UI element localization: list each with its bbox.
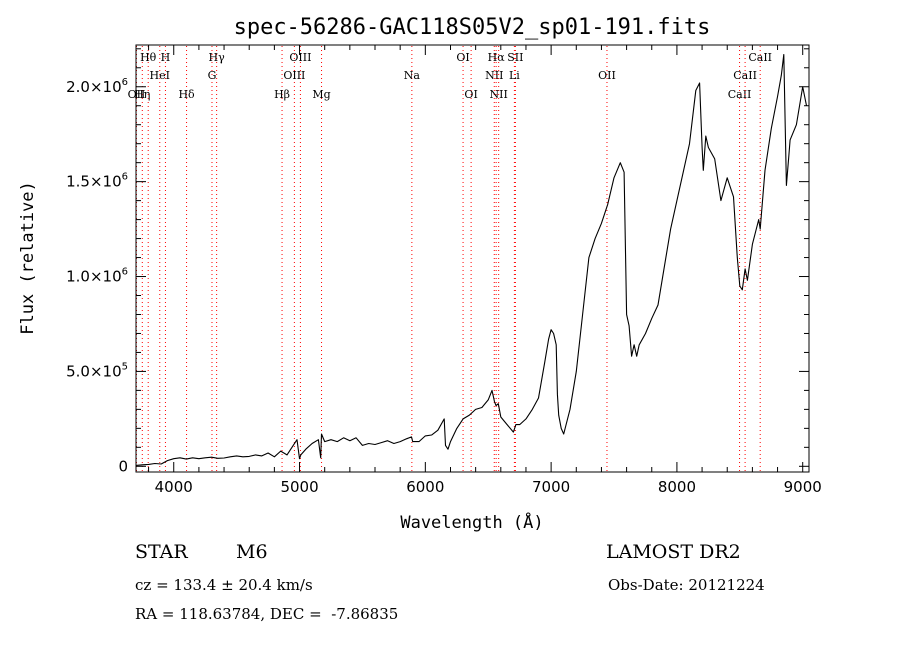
y-tick-label: 1.5×106: [66, 172, 128, 191]
y-axis-label: Flux (relative): [18, 181, 38, 335]
line-marker-label: CaII: [728, 88, 752, 101]
line-marker-label: G: [208, 69, 217, 82]
line-marker-label: OI: [464, 88, 477, 101]
x-tick-label: 7000: [532, 478, 570, 496]
line-marker-label: HeI: [150, 69, 170, 82]
line-marker-label: CaII: [733, 69, 757, 82]
y-tick-label: 5.0×105: [66, 361, 128, 380]
x-tick-label: 8000: [658, 478, 696, 496]
line-marker-layer: OIIHηHθHeIHHδGHγHβOIIIOIIIMgNaOIOINIIHαN…: [128, 46, 772, 471]
line-marker-label: OIII: [283, 69, 305, 82]
axis-layer: 4000 5000 6000 7000 8000 9000 0 5.0×105 1.0×106 1…: [66, 45, 822, 496]
line-marker-label: OIII: [289, 51, 311, 64]
survey-label: LAMOST DR2: [606, 541, 741, 563]
line-marker-label: Hθ: [140, 51, 157, 64]
x-axis-label: Wavelength (Å): [400, 511, 543, 533]
redshift-text: cz = 133.4 ± 20.4 km/s: [135, 576, 313, 594]
x-tick-label: 9000: [784, 478, 822, 496]
y-tick-exponent: 5: [122, 361, 128, 372]
coordinates-text: RA = 118.63784, DEC = -7.86835: [135, 605, 399, 623]
line-marker-label: Hδ: [178, 88, 195, 101]
class-label: STAR: [135, 541, 188, 563]
y-tick-exponent: 6: [122, 77, 128, 88]
x-tick-label: 6000: [406, 478, 444, 496]
line-marker-label: NII: [490, 88, 508, 101]
line-marker-label: SII: [507, 51, 523, 64]
line-marker-label: Na: [404, 69, 421, 82]
line-marker-label: OI: [456, 51, 469, 64]
line-marker-label: Hα: [488, 51, 506, 64]
obs-date-text: Obs-Date: 20121224: [608, 576, 765, 594]
line-marker-label: CaII: [748, 51, 772, 64]
chart-title: spec-56286-GAC118S05V2_sp01-191.fits: [234, 15, 711, 40]
y-tick-exponent: 6: [122, 172, 128, 183]
line-marker-label: Hβ: [274, 88, 290, 101]
subclass-label: M6: [236, 541, 268, 563]
plot-frame: [135, 44, 810, 473]
line-marker-label: H: [161, 51, 171, 64]
x-tick-label: 4000: [155, 478, 193, 496]
line-marker-label: NII: [485, 69, 503, 82]
y-tick-exponent: 6: [122, 267, 128, 278]
y-tick-label: 2.0×106: [66, 77, 128, 96]
spectrum-layer: [135, 53, 808, 466]
line-marker-label: OII: [598, 69, 616, 82]
line-marker-label: Mg: [312, 88, 330, 101]
line-marker-label: Hγ: [209, 51, 226, 64]
x-tick-label: 5000: [280, 478, 318, 496]
line-marker-label: Li: [509, 69, 520, 82]
y-tick-label: 1.0×106: [66, 267, 128, 286]
line-marker-label: Hη: [134, 88, 150, 101]
y-tick-label: 0: [118, 457, 128, 475]
line-marker-label: OII: [128, 88, 146, 101]
spectrum-series-0: [135, 53, 808, 466]
